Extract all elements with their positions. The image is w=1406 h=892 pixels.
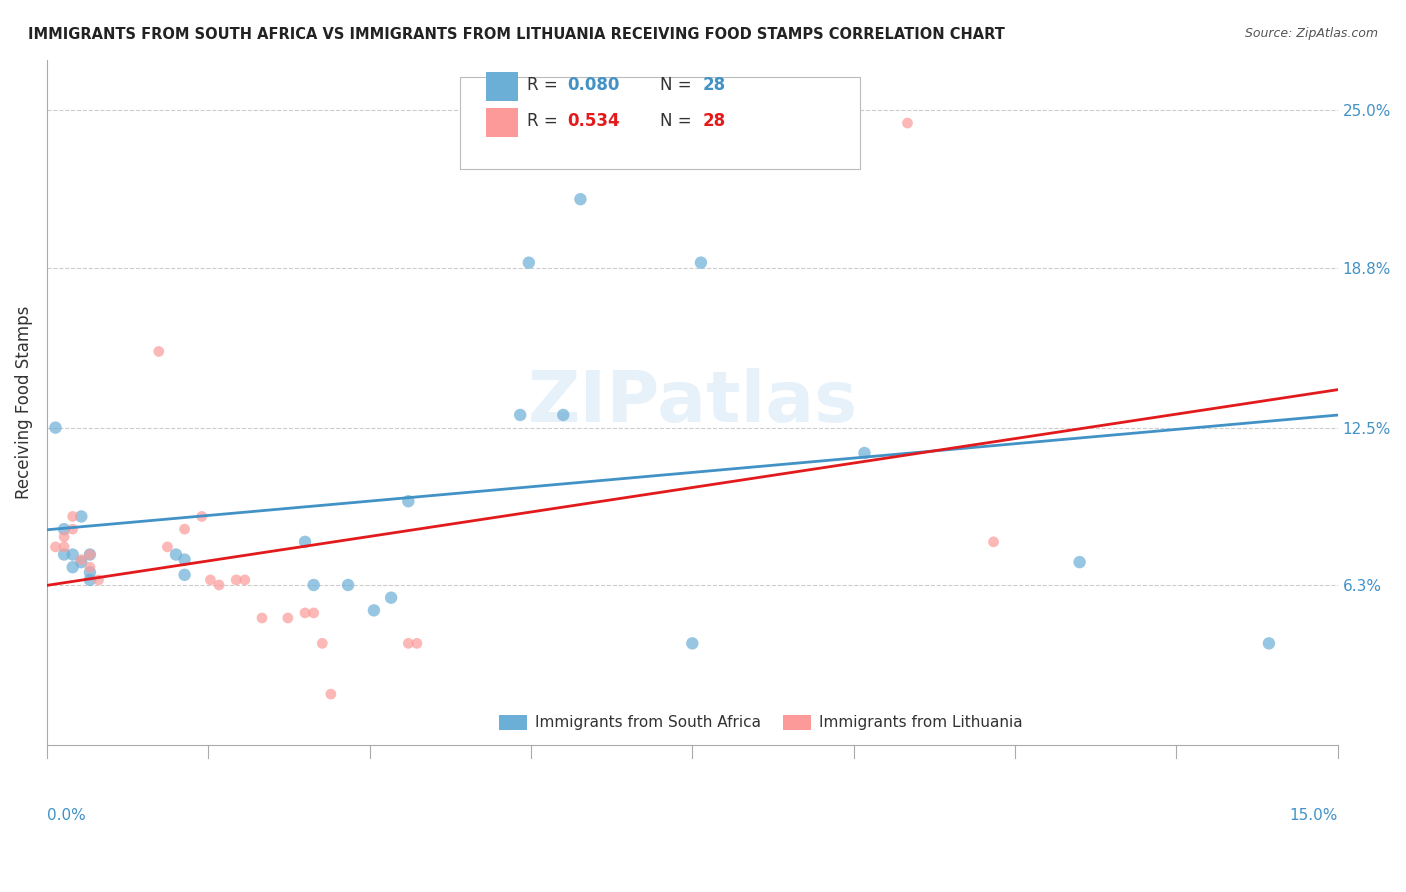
Text: IMMIGRANTS FROM SOUTH AFRICA VS IMMIGRANTS FROM LITHUANIA RECEIVING FOOD STAMPS : IMMIGRANTS FROM SOUTH AFRICA VS IMMIGRAN… [28,27,1005,42]
FancyBboxPatch shape [486,72,517,101]
Point [294,606,316,620]
Point [156,540,179,554]
Point [79,548,101,562]
Point [79,560,101,574]
Point [1069,555,1091,569]
Point [983,534,1005,549]
Point [173,552,195,566]
Text: 0.534: 0.534 [567,112,620,130]
Text: R =: R = [527,112,562,130]
Point [191,509,214,524]
Text: N =: N = [659,112,697,130]
Point [208,578,231,592]
Point [853,446,876,460]
Text: Immigrants from South Africa: Immigrants from South Africa [534,714,761,730]
Point [302,606,325,620]
Point [517,255,540,269]
Point [302,578,325,592]
Point [70,552,93,566]
Point [337,578,360,592]
FancyBboxPatch shape [486,108,517,137]
Point [233,573,256,587]
Text: 28: 28 [703,76,725,94]
Point [53,530,76,544]
Point [53,548,76,562]
Point [87,573,110,587]
Point [53,522,76,536]
Point [1258,636,1281,650]
Point [406,636,429,650]
Point [363,603,385,617]
Y-axis label: Receiving Food Stamps: Receiving Food Stamps [15,306,32,499]
Point [70,555,93,569]
Point [553,408,575,422]
Text: 28: 28 [703,112,725,130]
Point [294,534,316,549]
FancyBboxPatch shape [460,77,860,169]
Point [44,420,66,434]
Text: R =: R = [527,76,562,94]
Text: Immigrants from Lithuania: Immigrants from Lithuania [818,714,1022,730]
Text: 15.0%: 15.0% [1289,808,1337,823]
Point [62,509,84,524]
Point [250,611,273,625]
Point [173,567,195,582]
Point [79,566,101,580]
Point [79,573,101,587]
Point [595,128,617,143]
Point [569,192,592,206]
Point [896,116,918,130]
Point [380,591,402,605]
Point [62,548,84,562]
FancyBboxPatch shape [783,714,811,730]
Text: Source: ZipAtlas.com: Source: ZipAtlas.com [1244,27,1378,40]
FancyBboxPatch shape [499,714,527,730]
Text: 0.080: 0.080 [567,76,620,94]
Point [44,540,66,554]
Point [396,636,419,650]
Point [165,548,187,562]
Point [509,408,531,422]
Point [319,687,342,701]
Point [62,560,84,574]
Point [311,636,333,650]
Point [396,494,419,508]
Point [53,540,76,554]
Point [62,522,84,536]
Text: ZIPatlas: ZIPatlas [527,368,858,437]
Text: N =: N = [659,76,697,94]
Point [277,611,299,625]
Point [173,522,195,536]
Point [681,636,703,650]
Point [70,509,93,524]
Point [79,548,101,562]
Text: 0.0%: 0.0% [46,808,86,823]
Point [200,573,222,587]
Point [148,344,170,359]
Point [690,255,713,269]
Point [225,573,247,587]
